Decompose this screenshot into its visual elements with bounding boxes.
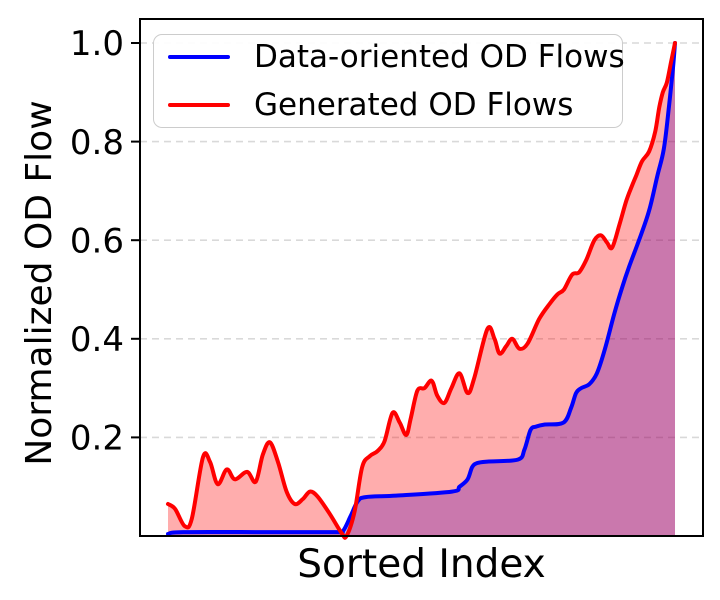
y-tick-label: 1.0 bbox=[70, 24, 124, 64]
red-line-swatch bbox=[168, 103, 230, 107]
y-tick-label: 0.8 bbox=[70, 123, 124, 163]
y-tick-label: 0.2 bbox=[70, 419, 124, 459]
axes-spines bbox=[139, 18, 704, 537]
legend-label: Data-oriented OD Flows bbox=[254, 39, 625, 75]
blue-area-fill bbox=[168, 43, 675, 536]
blue-line-swatch bbox=[168, 55, 230, 59]
generated-line bbox=[166, 41, 677, 540]
red-area-fill bbox=[168, 43, 675, 538]
x-axis-label: Sorted Index bbox=[297, 542, 546, 587]
y-tick-label: 0.4 bbox=[70, 320, 124, 360]
y-tick-label: 0.6 bbox=[70, 221, 124, 261]
legend: Data-oriented OD Flows Generated OD Flow… bbox=[153, 34, 625, 128]
y-axis-label: Normalized OD Flow bbox=[19, 100, 60, 466]
legend-label: Generated OD Flows bbox=[254, 87, 574, 123]
legend-item-data-oriented: Data-oriented OD Flows bbox=[168, 39, 625, 75]
legend-item-generated: Generated OD Flows bbox=[168, 87, 608, 123]
